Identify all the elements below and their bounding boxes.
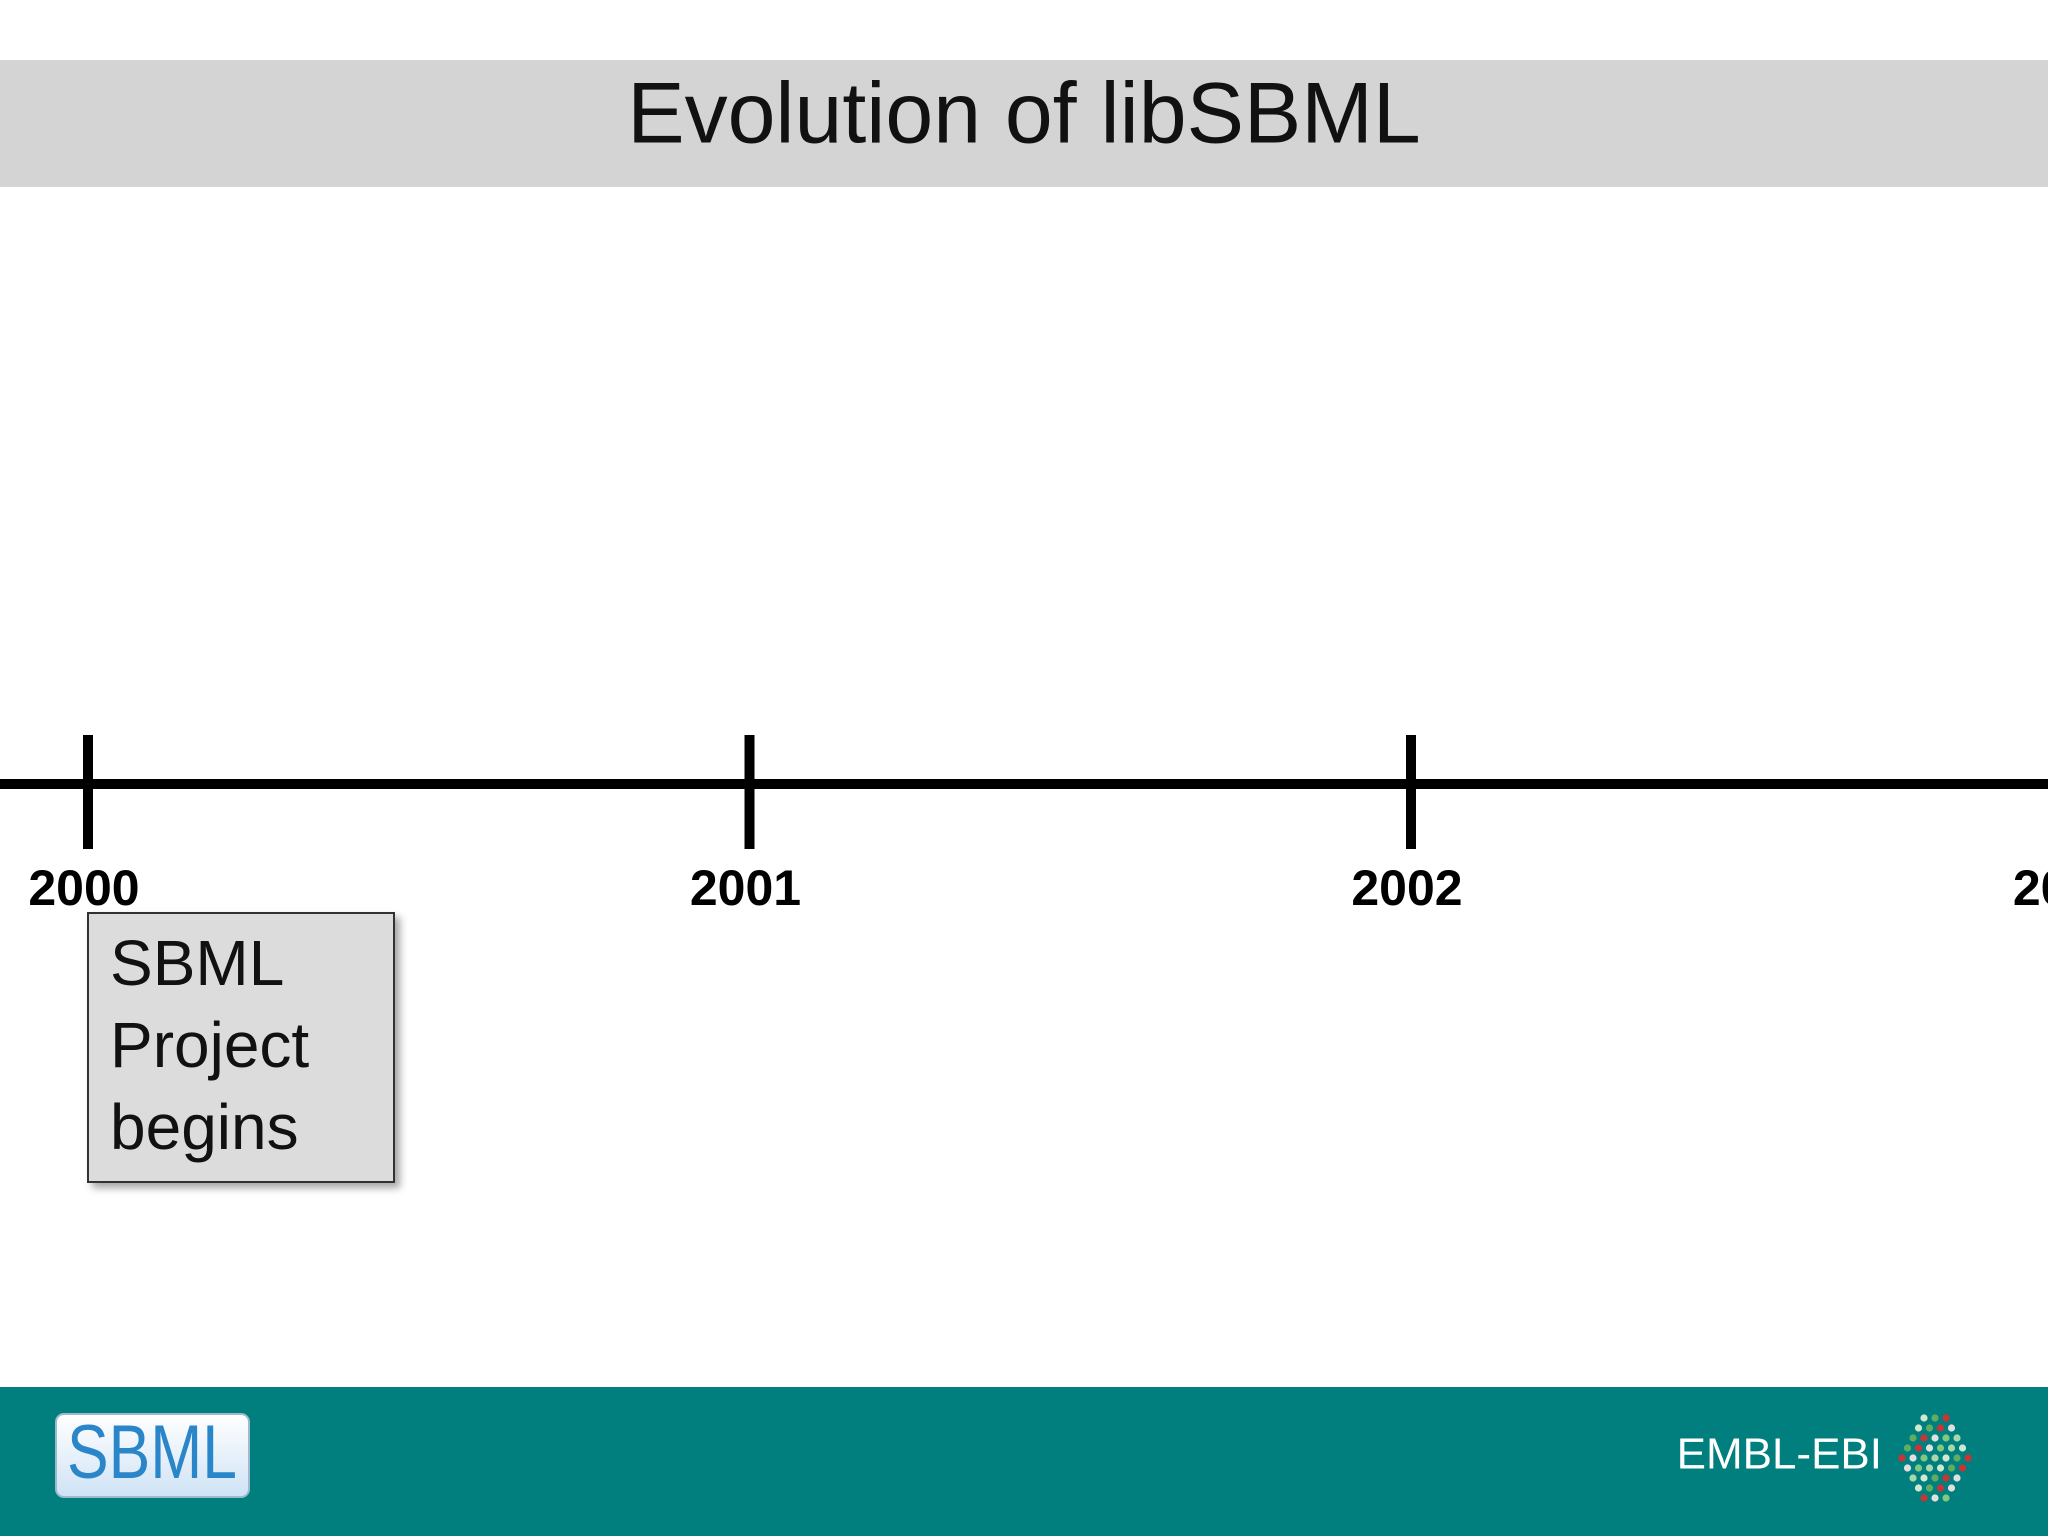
icon-dot [1936, 1424, 1945, 1432]
icon-dot [1914, 1464, 1923, 1472]
title-bar [0, 60, 2048, 187]
icon-dot [1931, 1454, 1939, 1462]
icon-dot [1958, 1464, 1967, 1472]
icon-dot [1947, 1464, 1956, 1472]
icon-dot [1953, 1434, 1961, 1442]
year-label: 2002 [1351, 860, 1462, 916]
embl-ebi-icon [1898, 1414, 1972, 1502]
year-label: 2001 [690, 860, 801, 916]
event-line: begins [110, 1091, 299, 1163]
icon-dot [1942, 1434, 1950, 1442]
event-line: SBML [110, 927, 284, 999]
icon-dot [1920, 1494, 1928, 1502]
sbml-logo-frame [55, 1413, 250, 1498]
icon-dot [1942, 1474, 1950, 1482]
icon-dot [1931, 1474, 1939, 1482]
icon-dot [1942, 1454, 1950, 1462]
icon-dot [1909, 1474, 1917, 1482]
icon-dot [1931, 1494, 1939, 1502]
icon-dot [1931, 1414, 1939, 1422]
organization-name: EMBL-EBI [1677, 1430, 1882, 1479]
event-box [87, 912, 395, 1183]
icon-dot [1914, 1484, 1923, 1492]
icon-dot [1953, 1474, 1961, 1482]
year-label: 2000 [28, 860, 139, 916]
icon-dot [1914, 1424, 1923, 1432]
year-label: 2003 [2013, 860, 2048, 916]
icon-dot [1920, 1414, 1928, 1422]
icon-dot [1909, 1454, 1917, 1462]
icon-dot [1953, 1454, 1961, 1462]
icon-dot [1925, 1464, 1934, 1472]
icon-dot [1898, 1454, 1906, 1462]
icon-dot [1909, 1434, 1917, 1442]
icon-dot [1942, 1494, 1950, 1502]
icon-dot [1914, 1444, 1923, 1452]
sbml-logo: SBML [67, 1410, 237, 1495]
icon-dot [1903, 1464, 1912, 1472]
slide-title: Evolution of libSBML [627, 66, 1421, 162]
icon-dot [1925, 1424, 1934, 1432]
icon-dot [1925, 1444, 1934, 1452]
icon-dot [1920, 1474, 1928, 1482]
icon-dot [1925, 1484, 1934, 1492]
icon-dot [1936, 1464, 1945, 1472]
icon-dot [1958, 1444, 1967, 1452]
icon-dot [1947, 1484, 1956, 1492]
icon-dot [1936, 1444, 1945, 1452]
event-line: Project [110, 1009, 309, 1081]
timeline-years: 2000 2001 2002 2003 [28, 735, 2048, 916]
icon-dot [1920, 1454, 1928, 1462]
event-text: SBML Project begins [110, 927, 309, 1163]
icon-dot [1942, 1414, 1950, 1422]
icon-dot [1947, 1424, 1956, 1432]
icon-dot [1947, 1444, 1956, 1452]
icon-dot [1920, 1434, 1928, 1442]
icon-dot [1931, 1434, 1939, 1442]
icon-dot [1903, 1444, 1912, 1452]
footer-bar [0, 1387, 2048, 1536]
icon-dot [1964, 1454, 1972, 1462]
icon-dot [1936, 1484, 1945, 1492]
